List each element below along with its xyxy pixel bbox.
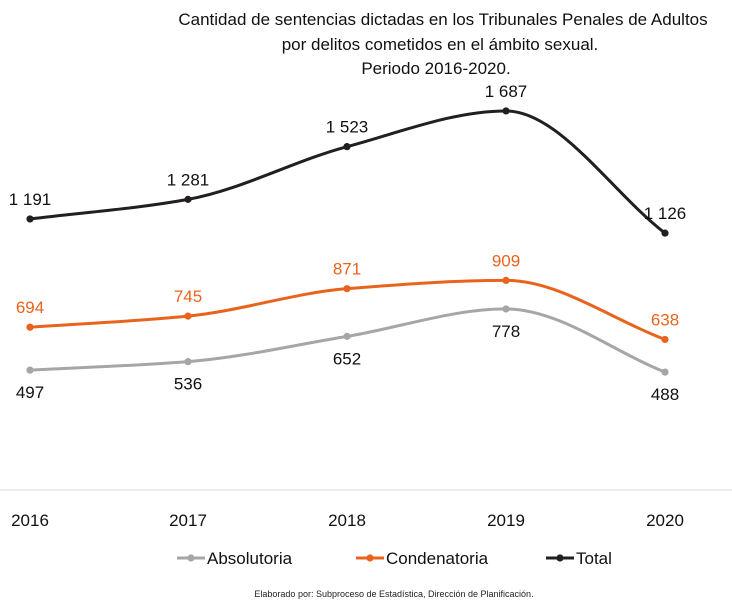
legend-item-total: Total [546, 549, 612, 568]
data-label-condenatoria-2016: 694 [16, 298, 44, 317]
data-label-absolutoria-2018: 652 [333, 349, 361, 368]
data-label-absolutoria-2019: 778 [492, 322, 520, 341]
series-total: 1 191 1 281 1 523 1 687 1 126 [9, 82, 687, 237]
data-label-condenatoria-2017: 745 [174, 287, 202, 306]
data-label-condenatoria-2019: 909 [492, 251, 520, 270]
data-point-total-2017 [184, 195, 192, 203]
legend-swatch-marker-condenatoria [366, 554, 374, 562]
legend-swatch-marker-total [556, 554, 564, 562]
x-tick-label-2016: 2016 [11, 511, 49, 530]
data-label-total-2020: 1 126 [644, 204, 687, 223]
data-label-absolutoria-2020: 488 [651, 385, 679, 404]
data-label-total-2016: 1 191 [9, 190, 52, 209]
x-tick-label-2018: 2018 [328, 511, 366, 530]
data-label-absolutoria-2016: 497 [16, 383, 44, 402]
data-point-absolutoria-2018 [343, 332, 351, 340]
legend-item-absolutoria: Absolutoria [177, 549, 293, 568]
x-tick-label-2020: 2020 [646, 511, 684, 530]
chart-title-line-2: por delitos cometidos en el ámbito sexua… [282, 35, 599, 54]
data-point-condenatoria-2017 [184, 312, 192, 320]
x-tick-label-2019: 2019 [487, 511, 525, 530]
legend-item-condenatoria: Condenatoria [356, 549, 489, 568]
data-point-total-2020 [661, 229, 669, 237]
data-label-absolutoria-2017: 536 [174, 375, 202, 394]
data-point-absolutoria-2017 [184, 358, 192, 366]
data-label-total-2017: 1 281 [167, 170, 210, 189]
data-point-absolutoria-2020 [661, 368, 669, 376]
x-axis-ticks: 2016 2017 2018 2019 2020 [11, 511, 684, 530]
series-absolutoria: 497 536 652 778 488 [16, 305, 679, 404]
series-condenatoria: 694 745 871 909 638 [16, 251, 679, 344]
data-point-absolutoria-2019 [502, 305, 510, 313]
data-point-condenatoria-2019 [502, 276, 510, 285]
x-tick-label-2017: 2017 [169, 511, 207, 530]
legend: Absolutoria Condenatoria Total [177, 549, 612, 568]
data-label-total-2019: 1 687 [485, 82, 528, 101]
legend-label-total: Total [576, 549, 612, 568]
data-label-total-2018: 1 523 [326, 118, 369, 137]
data-point-total-2019 [502, 107, 510, 115]
data-point-condenatoria-2016 [26, 323, 34, 331]
data-label-condenatoria-2018: 871 [333, 260, 361, 279]
legend-label-absolutoria: Absolutoria [207, 549, 293, 568]
footer-note: Elaborado por: Subproceso de Estadística… [254, 589, 533, 599]
chart-title-line-1: Cantidad de sentencias dictadas en los T… [178, 10, 707, 29]
series-group: 497 536 652 778 488 694 745 871 909 638 1 191 1 281… [9, 82, 687, 404]
legend-swatch-marker-absolutoria [187, 554, 195, 562]
chart-title-line-3: Periodo 2016-2020. [361, 59, 510, 78]
data-label-condenatoria-2020: 638 [651, 310, 679, 329]
data-point-total-2016 [26, 215, 34, 223]
data-point-total-2018 [343, 143, 351, 151]
data-point-absolutoria-2016 [26, 366, 34, 374]
legend-label-condenatoria: Condenatoria [386, 549, 489, 568]
data-point-condenatoria-2018 [343, 285, 351, 293]
data-point-condenatoria-2020 [661, 335, 669, 344]
chart-title: Cantidad de sentencias dictadas en los T… [178, 10, 707, 78]
